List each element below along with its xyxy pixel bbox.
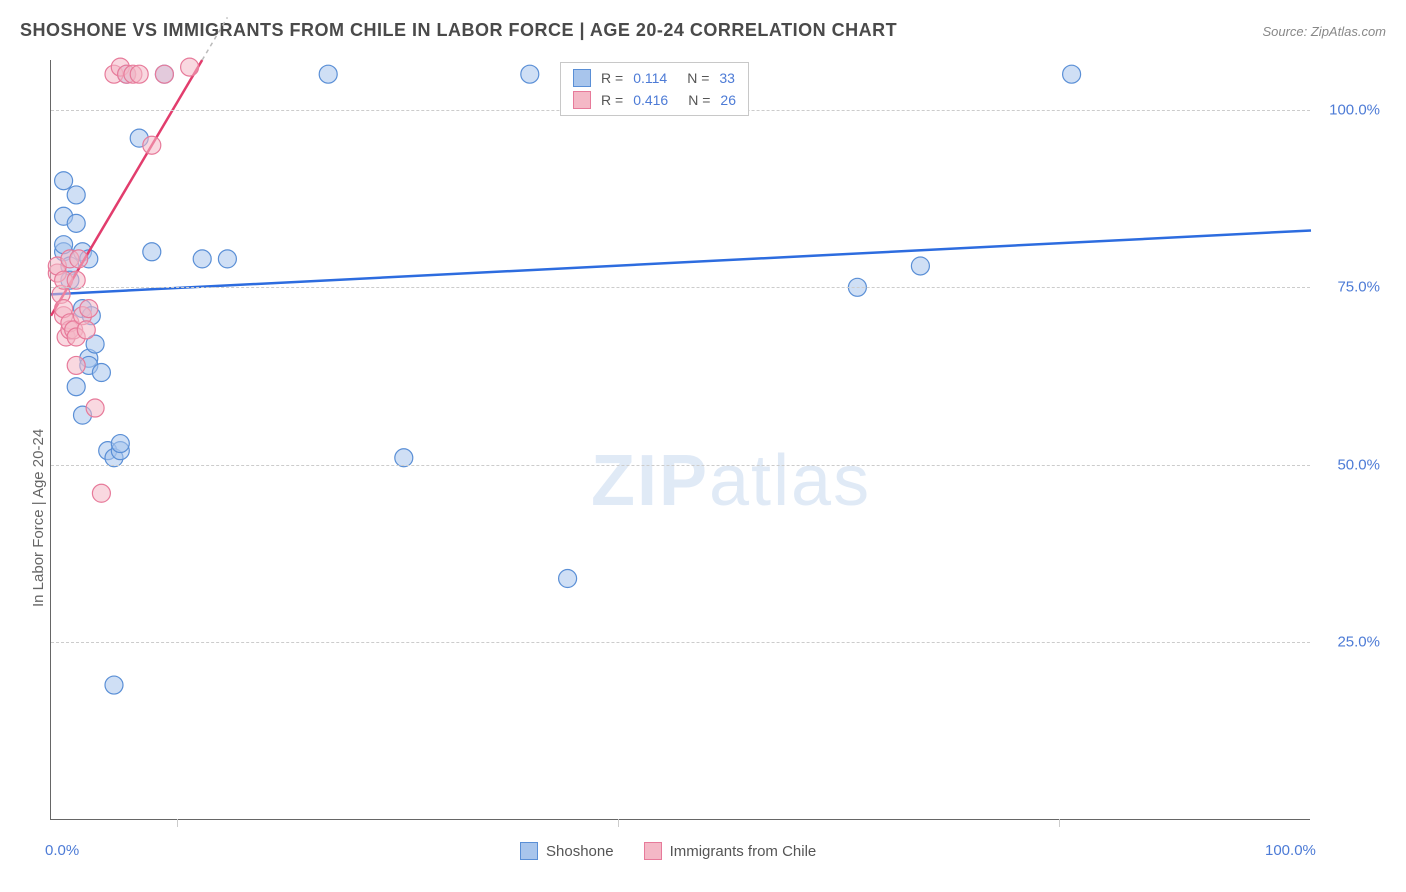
data-point <box>181 58 199 76</box>
data-point <box>67 214 85 232</box>
legend-swatch <box>644 842 662 860</box>
x-tick <box>618 819 619 827</box>
data-point <box>92 484 110 502</box>
legend-row: R = 0.114 N = 33 <box>573 69 736 87</box>
chart-container: SHOSHONE VS IMMIGRANTS FROM CHILE IN LAB… <box>0 0 1406 892</box>
data-point <box>559 570 577 588</box>
data-point <box>319 65 337 83</box>
data-point <box>155 65 173 83</box>
data-point <box>218 250 236 268</box>
legend-series-label: Immigrants from Chile <box>670 843 817 860</box>
data-point <box>111 435 129 453</box>
legend-r-value: 0.416 <box>633 92 668 108</box>
legend-swatch <box>573 69 591 87</box>
x-axis-max-label: 100.0% <box>1265 842 1316 859</box>
legend-row: R = 0.416 N = 26 <box>573 91 736 109</box>
legend-r-label: R = <box>601 70 623 86</box>
title-bar: SHOSHONE VS IMMIGRANTS FROM CHILE IN LAB… <box>20 20 1386 41</box>
gridline-h <box>51 287 1310 288</box>
data-point <box>911 257 929 275</box>
y-axis-title: In Labor Force | Age 20-24 <box>30 429 47 607</box>
legend-series-item: Immigrants from Chile <box>644 842 817 860</box>
legend-swatch <box>520 842 538 860</box>
x-tick <box>177 819 178 827</box>
plot-svg <box>51 60 1311 820</box>
data-point <box>70 250 88 268</box>
data-point <box>521 65 539 83</box>
x-axis-min-label: 0.0% <box>45 842 79 859</box>
data-point <box>77 321 95 339</box>
data-point <box>80 300 98 318</box>
data-point <box>1063 65 1081 83</box>
data-point <box>105 676 123 694</box>
y-tick-label: 100.0% <box>1320 101 1380 118</box>
data-point <box>67 186 85 204</box>
legend-series-label: Shoshone <box>546 843 614 860</box>
legend-r-value: 0.114 <box>633 70 667 86</box>
trend-line <box>51 230 1311 294</box>
plot-area: ZIPatlas 25.0%50.0%75.0%100.0% <box>50 60 1310 820</box>
data-point <box>143 243 161 261</box>
gridline-h <box>51 465 1310 466</box>
y-tick-label: 75.0% <box>1320 279 1380 296</box>
legend-n-label: N = <box>687 70 709 86</box>
chart-title: SHOSHONE VS IMMIGRANTS FROM CHILE IN LAB… <box>20 20 897 41</box>
legend-series-item: Shoshone <box>520 842 614 860</box>
x-tick <box>1059 819 1060 827</box>
data-point <box>86 399 104 417</box>
y-tick-label: 25.0% <box>1320 634 1380 651</box>
legend-swatch <box>573 91 591 109</box>
legend-r-label: R = <box>601 92 623 108</box>
legend-n-value: 26 <box>720 92 736 108</box>
legend-n-label: N = <box>688 92 710 108</box>
data-point <box>67 356 85 374</box>
data-point <box>193 250 211 268</box>
legend-series: Shoshone Immigrants from Chile <box>520 842 816 860</box>
gridline-h <box>51 642 1310 643</box>
y-tick-label: 50.0% <box>1320 456 1380 473</box>
data-point <box>130 65 148 83</box>
source-label: Source: ZipAtlas.com <box>1262 24 1386 39</box>
data-point <box>55 172 73 190</box>
legend-n-value: 33 <box>719 70 735 86</box>
data-point <box>67 378 85 396</box>
legend-correlation: R = 0.114 N = 33 R = 0.416 N = 26 <box>560 62 749 116</box>
data-point <box>92 364 110 382</box>
data-point <box>143 136 161 154</box>
